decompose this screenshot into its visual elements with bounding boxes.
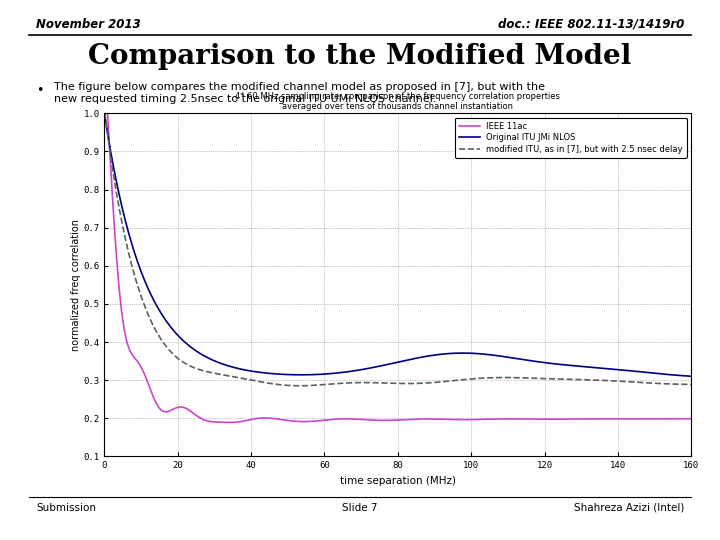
Text: Slide 7: Slide 7 [342,503,378,512]
Title: 4* 60 MHz sampling rate, comparison of the frequency correlation properties
aver: 4* 60 MHz sampling rate, comparison of t… [235,92,560,111]
X-axis label: time separation (MHz): time separation (MHz) [340,476,456,485]
Text: doc.: IEEE 802.11-13/1419r0: doc.: IEEE 802.11-13/1419r0 [498,18,684,31]
Text: November 2013: November 2013 [36,18,140,31]
Text: Submission: Submission [36,503,96,512]
Y-axis label: normalized freq correlation: normalized freq correlation [71,219,81,351]
Legend: IEEE 11ac, Original ITU JMi NLOS, modified ITU, as in [7], but with 2.5 nsec del: IEEE 11ac, Original ITU JMi NLOS, modifi… [455,118,687,158]
Text: Comparison to the Modified Model: Comparison to the Modified Model [89,43,631,70]
Text: new requested timing 2.5nsec to the original ITU UMi NLOS channel.: new requested timing 2.5nsec to the orig… [54,94,436,104]
Text: The figure below compares the modified channel model as proposed in [7], but wit: The figure below compares the modified c… [54,82,545,92]
Text: Shahreza Azizi (Intel): Shahreza Azizi (Intel) [574,503,684,512]
Text: •: • [36,84,43,97]
